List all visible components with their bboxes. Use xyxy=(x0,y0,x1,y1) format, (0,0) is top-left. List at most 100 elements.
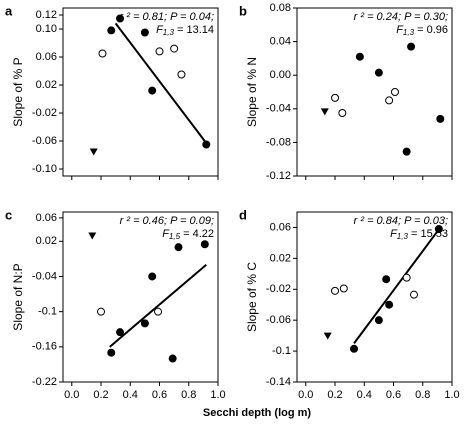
y-tick-label: -0.06 xyxy=(32,135,57,147)
f-annotation: F1,5 = 4.22 xyxy=(162,228,214,241)
f-value: = 13.14 xyxy=(174,24,214,36)
fit-line xyxy=(353,226,442,344)
f-df: 1,3 xyxy=(163,28,175,37)
y-tick-label: 0.00 xyxy=(270,69,291,81)
point xyxy=(98,49,107,58)
point xyxy=(107,26,116,35)
point xyxy=(177,70,186,79)
y-tick-label: 0.06 xyxy=(270,221,291,233)
f-value: = 15.53 xyxy=(408,228,448,240)
x-tick-label: 0.6 xyxy=(386,389,401,401)
point xyxy=(116,14,125,23)
point xyxy=(148,272,157,281)
y-tick-label: 0.02 xyxy=(36,79,57,91)
y-tick-label: -0.14 xyxy=(266,376,291,388)
x-tick-label: 1.0 xyxy=(210,389,225,401)
point xyxy=(174,243,183,252)
y-tick-label: 0.02 xyxy=(36,235,57,247)
fit-line xyxy=(114,22,208,144)
point xyxy=(331,93,340,102)
panel-letter: d xyxy=(239,207,247,222)
point xyxy=(385,96,394,105)
panel-letter: c xyxy=(5,207,12,222)
point xyxy=(140,319,149,328)
x-tick-label: 0.0 xyxy=(298,389,313,401)
stats-annotation: r ² = 0.24; P = 0.30; xyxy=(354,11,448,23)
point xyxy=(89,148,98,156)
y-tick-label: -0.04 xyxy=(32,270,57,282)
point xyxy=(338,109,347,117)
point xyxy=(409,290,418,299)
point xyxy=(168,354,177,363)
f-df: 1,3 xyxy=(397,232,409,241)
y-axis-label: Slope of N:P xyxy=(11,263,25,330)
y-tick-label: 0.08 xyxy=(270,2,291,14)
stats-annotation: r ² = 0.84; P = 0.03; xyxy=(354,215,448,227)
point xyxy=(436,114,445,123)
point xyxy=(402,147,411,156)
point xyxy=(320,108,329,116)
point xyxy=(155,47,164,56)
f-annotation: F1,3 = 0.96 xyxy=(396,24,448,37)
f-symbol: F xyxy=(396,24,404,36)
f-df: 1,5 xyxy=(169,232,181,241)
y-tick-label: 0.06 xyxy=(36,51,57,63)
x-tick-label: 0.4 xyxy=(123,389,138,401)
f-value: = 0.96 xyxy=(414,24,448,36)
y-tick-label: -0.12 xyxy=(266,170,291,182)
y-tick-label: -0.1 xyxy=(38,306,57,318)
point xyxy=(154,307,163,316)
point xyxy=(339,284,348,293)
y-tick-label: -0.08 xyxy=(266,136,291,148)
point xyxy=(382,275,391,284)
y-tick-label: -0.10 xyxy=(32,163,57,175)
point xyxy=(331,286,340,295)
point xyxy=(200,240,209,249)
f-symbol: F xyxy=(162,228,170,240)
point xyxy=(407,42,416,51)
stats-annotation: r ² = 0.46; P = 0.09; xyxy=(120,215,214,227)
point xyxy=(434,225,443,233)
y-tick-label: 0.10 xyxy=(36,23,57,35)
x-tick-label: 0.4 xyxy=(357,389,372,401)
plot-frame xyxy=(296,7,453,177)
point xyxy=(88,232,97,240)
plot-frame xyxy=(62,7,219,177)
y-tick-label: -0.1 xyxy=(272,345,291,357)
x-tick-label: 0.6 xyxy=(152,389,167,401)
point xyxy=(202,140,211,149)
point xyxy=(390,88,399,96)
x-tick-label: 0.2 xyxy=(327,389,342,401)
y-tick-label: 0.12 xyxy=(36,9,57,21)
f-df: 1,3 xyxy=(403,28,415,37)
f-symbol: F xyxy=(156,24,164,36)
panel-letter: b xyxy=(239,3,247,18)
fit-line xyxy=(109,263,207,348)
y-tick-label: 0.06 xyxy=(36,212,57,224)
f-symbol: F xyxy=(390,228,398,240)
point xyxy=(355,52,364,61)
x-tick-label: 0.0 xyxy=(64,389,79,401)
point xyxy=(116,328,125,337)
point xyxy=(374,68,383,77)
point xyxy=(350,344,359,353)
y-tick-label: -0.06 xyxy=(266,314,291,326)
point xyxy=(323,332,332,340)
plot-frame xyxy=(296,211,453,383)
y-tick-label: -0.22 xyxy=(32,376,57,388)
f-annotation: F1,3 = 13.14 xyxy=(156,24,214,37)
y-tick-label: -0.02 xyxy=(266,283,291,295)
y-axis-label: Slope of % C xyxy=(245,262,259,332)
stats-annotation: r ² = 0.81; P = 0.04; xyxy=(120,11,214,23)
panel-letter: a xyxy=(5,3,13,18)
point xyxy=(374,316,383,325)
y-axis-label: Slope of % P xyxy=(11,57,25,126)
x-tick-label: 0.8 xyxy=(181,389,196,401)
x-tick-label: 0.2 xyxy=(93,389,108,401)
y-tick-label: 0.04 xyxy=(270,36,291,48)
y-tick-label: -0.02 xyxy=(32,107,57,119)
plot-frame xyxy=(62,211,219,383)
point xyxy=(402,273,411,282)
y-tick-label: -0.16 xyxy=(32,341,57,353)
